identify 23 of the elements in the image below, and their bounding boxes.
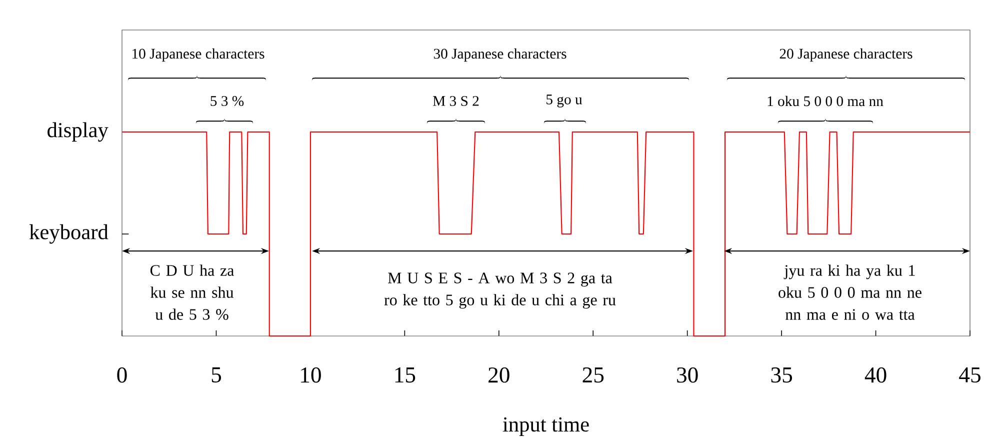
x-tick-label: 30 <box>677 367 698 383</box>
x-tick-label: 35 <box>771 367 792 383</box>
text: display <box>48 122 108 142</box>
annotation: jyu ra ki ha ya ku 1 oku 5 0 0 0 ma nn ne nn ma e ni o wa tta <box>778 264 922 320</box>
text: 30 Japanese characters <box>434 48 566 62</box>
x-tick-label: 40 <box>864 367 886 383</box>
text: 1 oku 5 0 0 0 ma nn <box>768 96 884 106</box>
text: 10 Japanese characters <box>132 48 264 62</box>
annotation: C D U ha za ku se nn shu u de 5 3 % <box>150 264 234 320</box>
text: M 3 S 2 <box>432 96 479 106</box>
text: 5 3 % <box>210 96 244 106</box>
x-tick-label: 0 <box>117 367 127 383</box>
x-tick-label: 15 <box>395 367 416 383</box>
text: 20 Japanese characters <box>780 48 912 62</box>
annotation: M U S E S - A wo M 3 S 2 ga ta ro ke tto 5 go u ki de u chi a ge ru <box>384 272 616 309</box>
x-tick-label: 5 <box>212 367 222 382</box>
x-tick-label: 25 <box>582 367 604 383</box>
text: keyboard <box>29 224 108 244</box>
x-axis-title: input time <box>502 417 589 436</box>
text: 5 go u <box>546 94 582 108</box>
x-tick-label: 20 <box>488 367 510 383</box>
x-tick-label: 45 <box>959 367 980 383</box>
x-tick-label: 10 <box>301 367 321 383</box>
